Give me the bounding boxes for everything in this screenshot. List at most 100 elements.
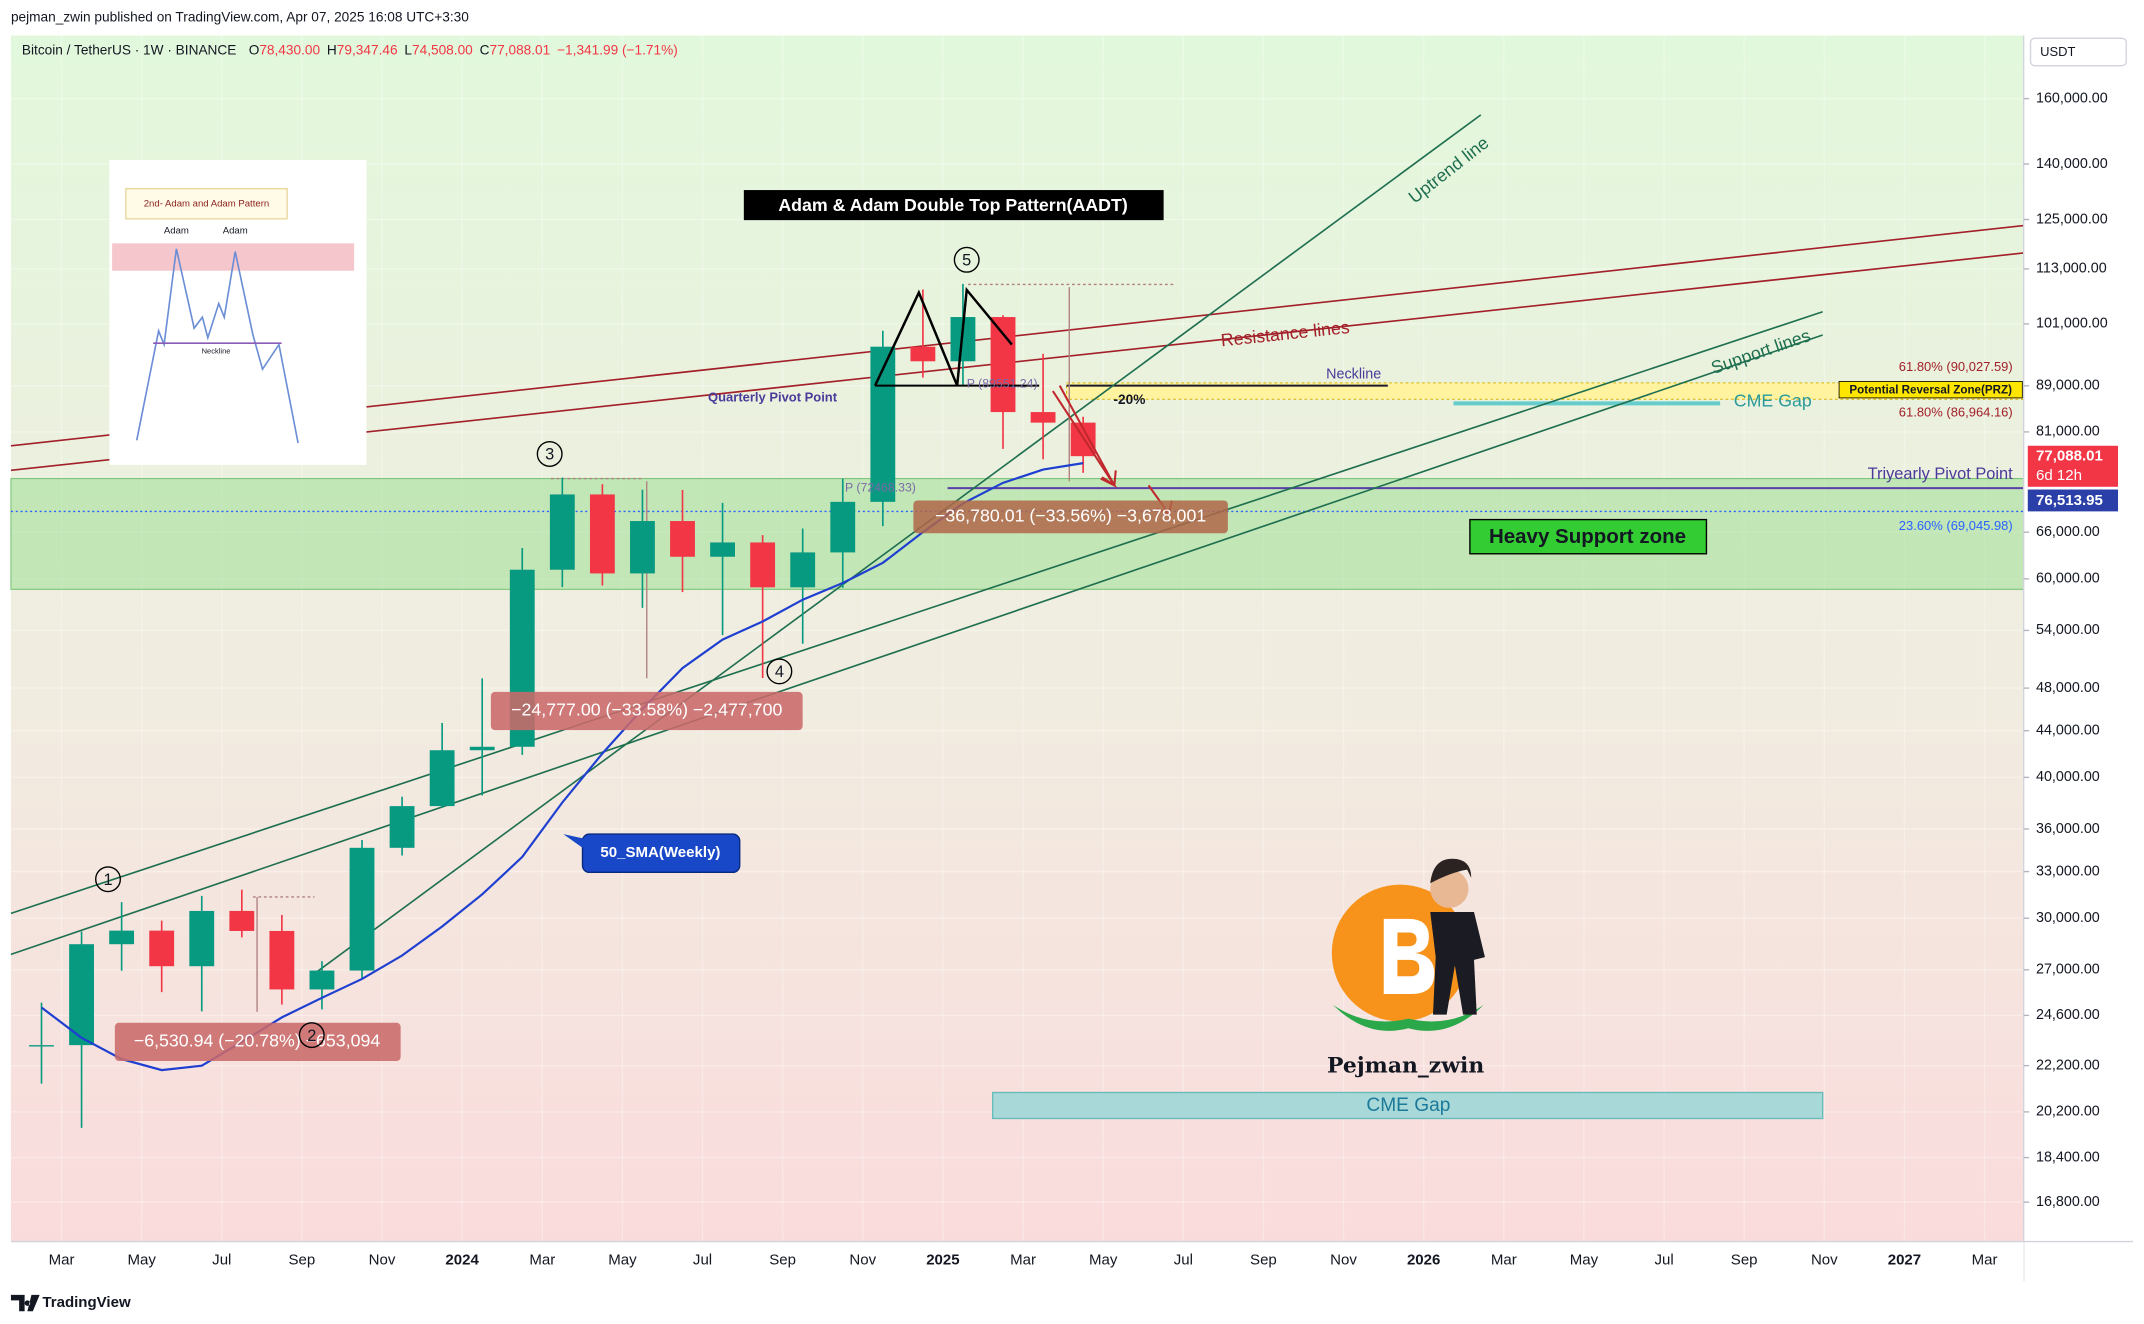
legend-item: H — [327, 42, 337, 57]
support-zone-label: Heavy Support zone — [1489, 525, 1686, 548]
measure-label: −6,530.94 (−20.78%) −653,094 — [134, 1031, 381, 1051]
wave-circle — [953, 246, 980, 273]
fib-label: 61.80% (90,027.59) — [1899, 359, 2013, 374]
y-axis: 160,000.00 140,000.00 125,000.00 113,000.00… — [2023, 90, 2108, 1210]
arrow — [1058, 385, 1173, 516]
x-tick-label: Jul — [1174, 1252, 1193, 1269]
x-tick-label: 2026 — [1407, 1252, 1440, 1269]
wave-circle — [298, 1022, 325, 1049]
x-tick-label: Sep — [769, 1252, 796, 1269]
leaf — [1333, 1004, 1484, 1031]
wave-circle — [766, 658, 793, 685]
candle-body — [830, 501, 856, 553]
y-tick-label: 60,000.00 — [2036, 571, 2100, 587]
candles — [29, 283, 1096, 1128]
brand: TradingView — [42, 1294, 131, 1311]
time-axis — [10, 1241, 2024, 1282]
x-axis: Mar May Jul Sep Nov 2024 Mar May Jul Sep Nov 2025 Ma… — [49, 1252, 1998, 1269]
candle-body — [870, 346, 896, 502]
legend-item: −1,341.99 (−1.71%) — [557, 42, 678, 57]
wave-label: 5 — [962, 251, 971, 269]
x-tick-label: Nov — [1330, 1252, 1357, 1269]
cme-gap-label: CME Gap — [1734, 391, 1812, 411]
neckline-label: Neckline — [1326, 366, 1381, 382]
pattern-title-box — [743, 190, 1164, 221]
quarterly-pivot-label: Quarterly Pivot Point — [708, 389, 838, 404]
last-price-box — [2027, 445, 2119, 487]
y-tick-label: 27,000.00 — [2036, 962, 2100, 978]
y-tick-label: 24,600.00 — [2036, 1007, 2100, 1023]
candle-body — [910, 346, 936, 362]
legend-item: C — [480, 42, 490, 57]
y-tick-label: 113,000.00 — [2036, 261, 2107, 277]
y-tick-label: 20,200.00 — [2036, 1104, 2100, 1120]
y-tick-label: 48,000.00 — [2036, 680, 2100, 696]
candle-body — [69, 944, 94, 1046]
avatar-head — [1430, 869, 1469, 908]
sma-label: 50_SMA(Weekly) — [600, 844, 720, 861]
y-tick-label: 22,200.00 — [2036, 1057, 2100, 1073]
y-tick-label: 125,000.00 — [2036, 211, 2108, 227]
y-tick-label: 160,000.00 — [2036, 90, 2108, 106]
candle-body — [710, 542, 735, 557]
candle-body — [189, 910, 215, 967]
candle-body — [229, 910, 255, 931]
inset-title: 2nd- Adam and Adam Pattern — [144, 198, 269, 209]
legend-item: 79,347.46 — [337, 42, 398, 57]
prz-label: Potential Reversal Zone(PRZ) — [1849, 383, 2012, 396]
x-tick-label: Mar — [1972, 1252, 1998, 1269]
tv-logo — [10, 1294, 40, 1312]
sma-label-box — [581, 833, 741, 874]
x-tick-label: May — [1089, 1252, 1118, 1269]
candle-body — [309, 970, 335, 990]
legend-item: L — [404, 42, 412, 57]
cme-gap-zone — [992, 1091, 1824, 1120]
symbol-legend: Bitcoin / TetherUS · 1W · BINANCE O78,430… — [22, 42, 678, 57]
x-tick-label: Nov — [849, 1252, 876, 1269]
wave-label: 4 — [775, 663, 784, 681]
x-tick-label: Nov — [1811, 1252, 1838, 1269]
wave-label: 2 — [307, 1027, 316, 1045]
candle-body — [990, 317, 1016, 413]
wave-circle — [95, 866, 122, 893]
support-zone-box — [1469, 518, 1708, 555]
y-tick-label: 33,000.00 — [2036, 863, 2100, 879]
candle-body — [790, 552, 816, 588]
candle-body — [1030, 412, 1056, 423]
x-tick-label: Nov — [369, 1252, 396, 1269]
y-tick-label: 36,000.00 — [2036, 821, 2100, 837]
support-line — [10, 334, 1823, 956]
candle-body — [149, 930, 175, 967]
author-name: Pejman_zwin — [1327, 1053, 1484, 1079]
avatar-hair — [1430, 858, 1472, 884]
wave-circle — [536, 440, 563, 467]
legend-item: 74,508.00 — [412, 42, 473, 57]
x-tick-label: Jul — [693, 1252, 712, 1269]
legend-item: Bitcoin / TetherUS · 1W · BINANCE — [22, 42, 237, 57]
wave-label: 1 — [103, 871, 112, 889]
pivot-price-box — [2027, 489, 2119, 512]
drop-label: -20% — [1113, 392, 1145, 407]
cme-gap-label: CME Gap — [1366, 1095, 1450, 1116]
candle-body — [469, 746, 495, 751]
sma-label-pointer — [563, 834, 588, 848]
y-tick-label: 30,000.00 — [2036, 910, 2100, 926]
measure-box — [114, 1022, 401, 1062]
candle-body — [670, 521, 695, 557]
candle-body — [269, 930, 295, 990]
bitcoin-symbol — [1383, 918, 1435, 995]
currency-box — [2029, 37, 2127, 67]
prz-box — [1838, 381, 2023, 399]
x-tick-label: Jul — [212, 1252, 231, 1269]
x-tick-label: Mar — [49, 1252, 75, 1269]
candle-body — [589, 494, 615, 574]
x-tick-label: 2027 — [1888, 1252, 1921, 1269]
inset-label: Neckline — [202, 346, 231, 355]
y-tick-label: 89,000.00 — [2036, 378, 2100, 394]
measure-label: −24,777.00 (−33.58%) −2,477,700 — [511, 700, 782, 720]
x-tick-label: Sep — [1731, 1252, 1758, 1269]
inset-label: Adam — [223, 226, 248, 237]
legend-item: 78,430.00 — [259, 42, 320, 57]
y-tick-label: 101,000.00 — [2036, 316, 2108, 332]
